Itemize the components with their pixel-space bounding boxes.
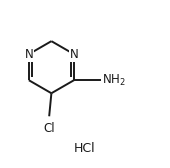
Text: NH$_2$: NH$_2$ (102, 73, 125, 88)
Text: N: N (70, 48, 78, 61)
Text: Cl: Cl (43, 122, 55, 135)
Text: N: N (24, 48, 33, 61)
Text: HCl: HCl (74, 142, 96, 155)
